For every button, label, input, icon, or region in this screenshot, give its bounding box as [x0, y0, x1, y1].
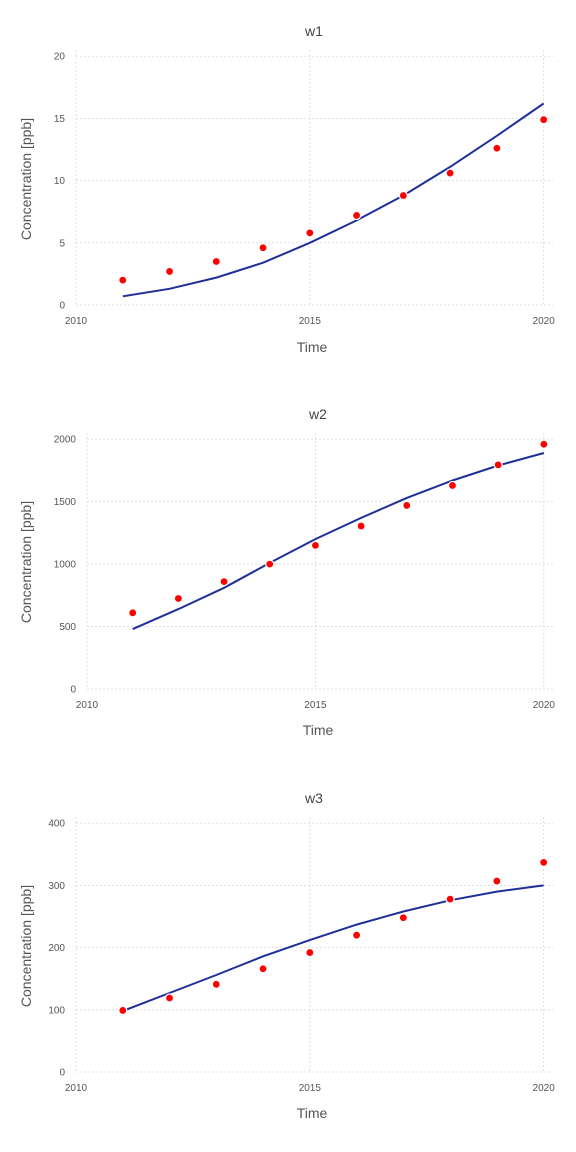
y-tick-label: 500 — [59, 622, 76, 633]
x-tick-label: 2015 — [299, 316, 322, 327]
observation-point — [305, 947, 315, 958]
observation-point — [356, 521, 366, 531]
panel-w2: w2 Concentration [ppb] Time 2010 2015 2020… — [18, 406, 555, 738]
y-tick-label: 0 — [70, 685, 76, 696]
y-tick-label: 10 — [54, 176, 66, 187]
model-curve — [122, 102, 545, 298]
y-tick-label: 0 — [59, 1068, 65, 1079]
y-axis-label: Concentration [ppb] — [18, 885, 34, 1007]
observation-point — [118, 275, 128, 285]
y-tick-label: 20 — [54, 52, 66, 63]
y-tick-label: 0 — [59, 301, 65, 312]
x-axis-label: Time — [297, 1105, 328, 1121]
observation-point — [164, 993, 175, 1003]
observation-point — [173, 593, 183, 604]
observation-point — [539, 439, 549, 449]
observation-point — [351, 930, 362, 940]
y-axis-label: Concentration [ppb] — [18, 118, 34, 240]
y-axis-label: Concentration [ppb] — [18, 501, 34, 623]
y-tick-label: 2000 — [54, 435, 77, 446]
model-curve — [122, 884, 544, 1012]
observation-point — [402, 500, 412, 511]
panel-title: w1 — [304, 23, 323, 39]
x-tick-label: 2010 — [65, 316, 88, 327]
y-tick-label: 200 — [48, 943, 65, 954]
observation-point — [351, 210, 362, 221]
observation-point — [539, 115, 549, 125]
observation-point — [211, 979, 221, 989]
x-axis-label: Time — [297, 339, 328, 355]
y-tick-label: 400 — [48, 819, 65, 830]
observation-point — [164, 266, 175, 277]
x-tick-label: 2020 — [533, 700, 556, 711]
x-tick-label: 2020 — [533, 316, 556, 327]
x-tick-label: 2015 — [299, 1083, 322, 1094]
x-tick-label: 2010 — [76, 700, 99, 711]
observation-point — [211, 256, 221, 267]
y-tick-label: 5 — [59, 238, 65, 249]
observation-point — [492, 876, 502, 886]
observation-point — [398, 190, 408, 201]
observation-point — [128, 608, 138, 618]
observation-point — [310, 540, 321, 550]
y-tick-label: 300 — [48, 881, 65, 892]
observation-point — [258, 243, 268, 253]
y-tick-label: 15 — [54, 114, 66, 125]
observation-point — [258, 964, 268, 974]
observation-point — [219, 577, 229, 587]
panel-w1: w1 Concentration [ppb] Time 2010 2015 2020… — [18, 23, 555, 355]
observation-point — [445, 168, 455, 178]
observation-point — [305, 228, 315, 238]
observation-point — [493, 460, 503, 470]
panel-title: w3 — [304, 790, 323, 806]
x-tick-label: 2010 — [65, 1083, 88, 1094]
y-tick-label: 100 — [48, 1005, 65, 1016]
observation-point — [539, 857, 549, 868]
panel-title: w2 — [308, 406, 327, 422]
observation-point — [492, 143, 502, 153]
observation-point — [447, 480, 458, 491]
y-tick-label: 1000 — [54, 560, 77, 571]
observation-point — [445, 894, 455, 904]
y-tick-label: 1500 — [54, 497, 77, 508]
observation-point — [118, 1005, 128, 1016]
x-tick-label: 2015 — [304, 700, 327, 711]
panel-w3: w3 Concentration [ppb] Time 2010 2015 2020… — [18, 790, 555, 1121]
model-curve — [132, 452, 545, 631]
observation-point — [398, 913, 408, 923]
observation-point — [265, 559, 275, 569]
x-tick-label: 2020 — [533, 1083, 556, 1094]
x-axis-label: Time — [303, 722, 334, 738]
